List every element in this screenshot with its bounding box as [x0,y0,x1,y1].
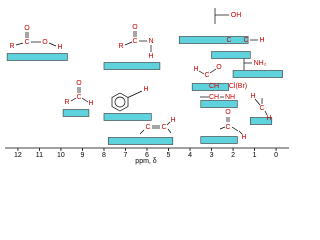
structure-label: O [225,109,231,116]
structure-label: O [24,25,30,32]
structure-label: C [259,105,264,112]
range-bar [191,83,230,91]
structure-label: C [76,94,81,101]
x-tick-label: 5 [167,152,171,159]
x-tick-label: 2 [231,152,235,159]
structure-label: O [216,64,222,71]
range-bar [107,137,174,145]
structure-label: C [132,38,137,45]
x-tick-label: 8 [102,152,106,159]
structure-label: H [250,93,255,100]
x-tick-label: 12 [14,152,22,159]
x-tick-label: 11 [36,152,43,159]
structure-label: NH₂ [254,60,267,67]
x-tick-label: 1 [253,152,257,159]
range-bar [200,136,238,144]
x-tick-label: 9 [81,152,85,159]
structure-label: C [204,72,209,79]
structure-label: O [76,80,82,87]
x-tick-label: 4 [188,152,192,159]
structure-label: Cl(Br) [229,83,247,90]
structure-label: R [118,43,123,50]
structure-label: H [193,66,198,73]
structure-label: C [243,37,248,44]
structure-label: R [9,43,14,50]
x-tick-label: 6 [145,152,149,159]
structure-label: H [170,117,175,124]
structure-label: H [266,115,271,122]
structure-label: R [64,99,69,106]
x-tick-label: 10 [57,152,65,159]
range-bar [249,117,273,125]
structure-label: C [161,124,166,131]
range-bar [62,109,90,117]
structure-label: CH [209,94,219,101]
range-bar [200,100,238,108]
structure-label: H [57,44,62,51]
structure-label: C [145,124,150,131]
range-bar [6,53,68,61]
range-bar [103,113,152,121]
structure-label: H [88,100,93,107]
x-tick-label: 3 [210,152,214,159]
range-bar [211,51,251,59]
structure-label: C [24,39,29,46]
x-tick-label: 0 [274,152,278,159]
structure-label: O [42,39,48,46]
range-bar [103,62,161,70]
structure-label: C [225,124,230,131]
structure-label: H [259,37,264,44]
structure-label: OH [231,12,242,19]
structure-label: NH [225,94,235,101]
structure-label: CH [209,83,219,90]
range-bar [232,70,283,78]
range-bar [178,36,249,44]
structure-label: H [143,86,148,93]
x-axis-label: ppm, δ [135,158,157,165]
structure-label: H [148,53,153,60]
structure-label: C [226,37,231,44]
structure-label: H [241,134,246,141]
x-tick-label: 7 [124,152,128,159]
structure-label: O [132,24,138,31]
structure-label: N [148,38,153,45]
